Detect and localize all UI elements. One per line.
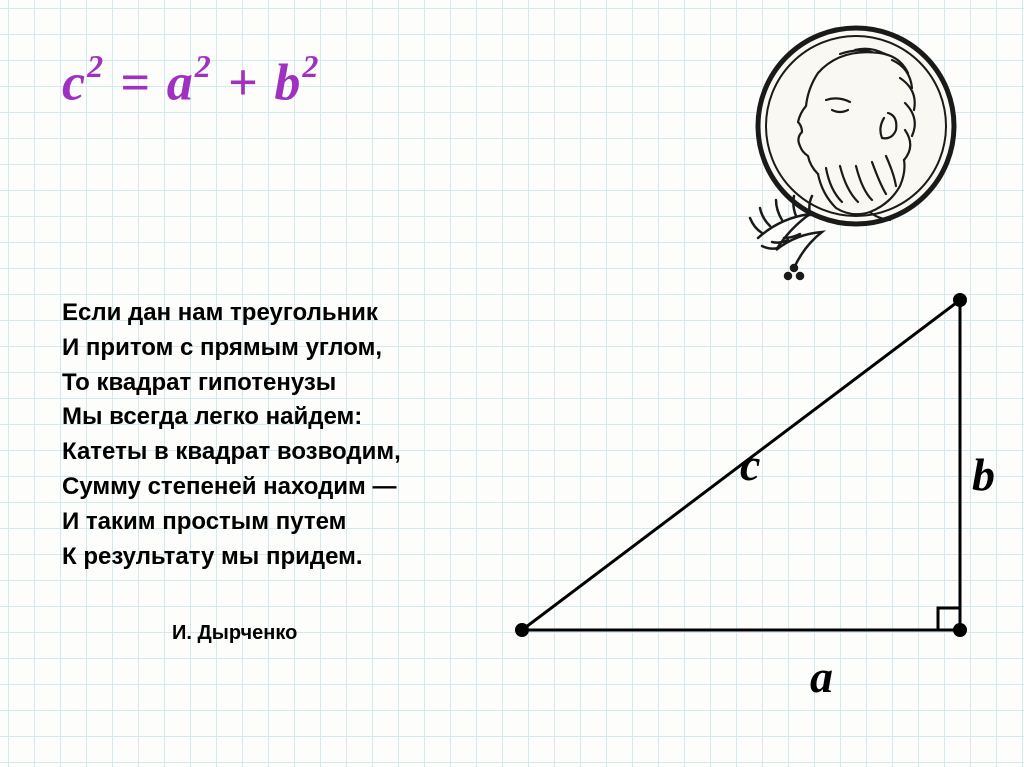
formula-c: c [62,54,87,111]
poem-line: То квадрат гипотенузы [62,366,401,401]
label-a: a [810,650,833,703]
poem-line: И притом с прямым углом, [62,331,401,366]
label-b: b [972,448,995,501]
author-name: И. Дырченко [172,622,297,645]
poem-line: Катеты в квадрат возводим, [62,435,401,470]
poem-line: И таким простым путем [62,505,401,540]
pythagoras-formula: c2 = a2 + b2 [62,52,320,112]
formula-plus-b: + b [213,54,303,111]
label-c: c [740,438,760,491]
poem-block: Если дан нам треугольник И притом с прям… [62,296,401,574]
formula-b-sq: 2 [302,48,320,84]
poem-line: Мы всегда легко найдем: [62,400,401,435]
formula-eq-a: = a [105,54,195,111]
pythagoras-portrait [740,18,962,286]
formula-a-sq: 2 [195,48,213,84]
poem-line: Сумму степеней находим — [62,470,401,505]
poem-line: Если дан нам треугольник [62,296,401,331]
poem-line: К результату мы придем. [62,540,401,575]
formula-c-sq: 2 [87,48,105,84]
